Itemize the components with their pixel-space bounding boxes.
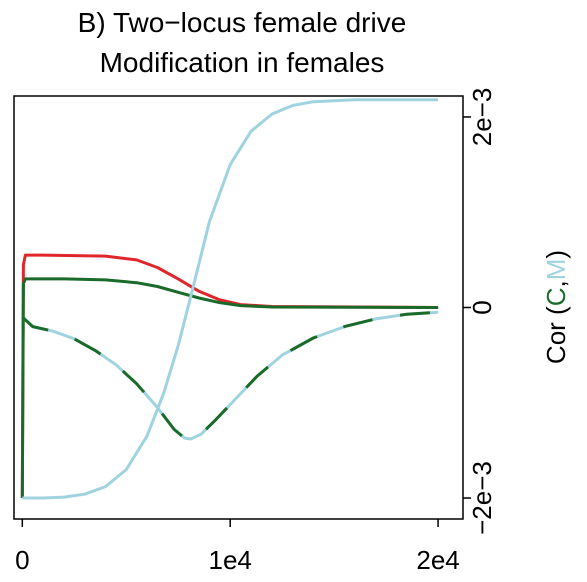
series-3-line-base xyxy=(21,310,439,441)
y-axis-label-c: C xyxy=(541,288,571,307)
y-axis-label-suffix: ) xyxy=(541,250,571,259)
series-2-line xyxy=(22,98,439,500)
right-y-axis: −2e−3 0 2e−3 xyxy=(463,88,497,535)
y-axis-label: Cor (C,M) xyxy=(541,250,571,364)
y-axis-label-prefix: Cor ( xyxy=(541,306,571,364)
series-0-line xyxy=(20,253,439,499)
series-1-line xyxy=(20,277,439,499)
x-tick-label: 2e4 xyxy=(416,545,459,575)
chart-subtitle: Modification in females xyxy=(100,47,385,78)
series-layer xyxy=(20,98,439,500)
y-axis-label-separator: , xyxy=(541,280,571,287)
y-tick-label: 0 xyxy=(467,300,497,314)
y-axis-label-m: M xyxy=(541,259,571,281)
chart-title: B) Two−locus female drive xyxy=(78,7,407,38)
y-tick-label: −2e−3 xyxy=(467,461,497,535)
series-3-line-dash xyxy=(21,310,439,441)
x-axis: 0 1e4 2e4 xyxy=(15,519,460,575)
x-tick-label: 0 xyxy=(15,545,29,575)
y-tick-label: 2e−3 xyxy=(467,88,497,147)
x-tick-label: 1e4 xyxy=(208,545,251,575)
